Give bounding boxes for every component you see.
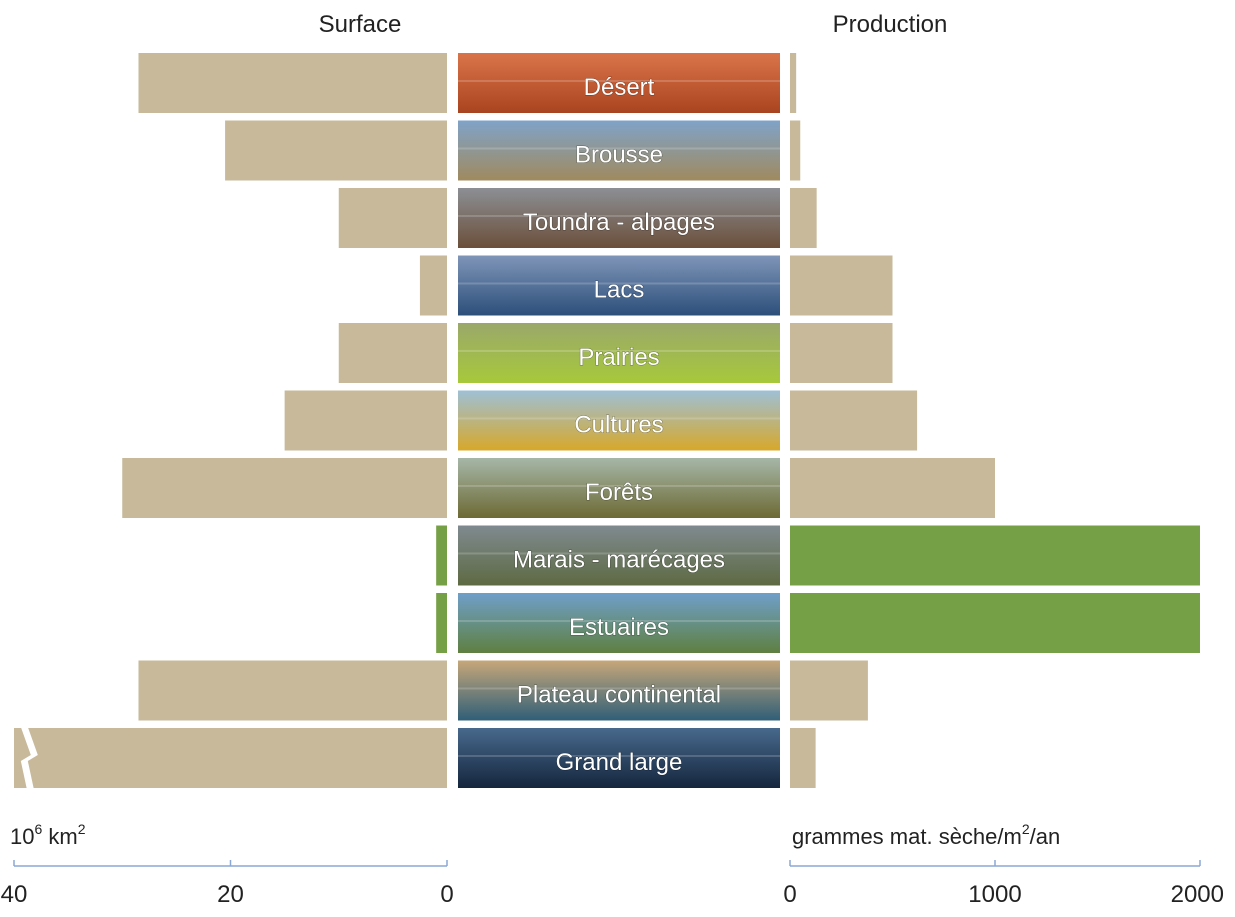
landscape-horizon-estuaires xyxy=(458,620,780,622)
surface-bar-grand-large xyxy=(14,728,447,788)
production-bar-toundra-alpages xyxy=(790,188,817,248)
production-tick-label: 0 xyxy=(783,881,796,908)
landscape-horizon-plateau-continental xyxy=(458,687,780,690)
production-bar-desert xyxy=(790,53,797,113)
landscape-image-estuaires xyxy=(458,593,780,653)
category-label: Brousse xyxy=(575,142,663,169)
category-label: Lacs xyxy=(594,277,645,304)
landscape-horizon-toundra-alpages xyxy=(458,215,780,217)
category-label: Estuaires xyxy=(569,614,669,641)
landscape-horizon-grand-large xyxy=(458,755,780,757)
production-bar-cultures xyxy=(790,390,918,451)
landscape-image-lacs xyxy=(458,255,780,316)
surface-bar-cultures xyxy=(284,390,447,451)
category-label: Marais - marécages xyxy=(513,547,725,574)
production-unit-label: grammes mat. sèche/m2/an xyxy=(792,821,1060,849)
production-bar-grand-large xyxy=(790,728,816,788)
landscape-image-brousse xyxy=(458,120,780,181)
production-bar-forets xyxy=(790,458,995,518)
landscape-image-forets xyxy=(458,458,780,518)
production-bar-brousse xyxy=(790,120,801,181)
production-title: Production xyxy=(833,11,948,38)
landscape-image-cultures xyxy=(458,390,780,451)
category-label: Toundra - alpages xyxy=(523,209,715,236)
production-tick-label: 2000 xyxy=(1171,881,1224,908)
landscape-horizon-prairies xyxy=(458,350,780,352)
category-label: Forêts xyxy=(585,479,653,506)
axis-break-mark xyxy=(20,727,38,789)
landscape-image-plateau-continental xyxy=(458,660,780,721)
landscape-image-prairies xyxy=(458,323,780,383)
production-bar-lacs xyxy=(790,255,893,316)
landscape-image-marais-marecages xyxy=(458,525,780,586)
landscape-image-desert xyxy=(458,53,780,113)
landscape-horizon-desert xyxy=(458,80,780,82)
surface-tick-label: 0 xyxy=(440,881,453,908)
production-bar-prairies xyxy=(790,323,893,383)
surface-title: Surface xyxy=(319,11,402,38)
surface-bar-estuaires xyxy=(436,593,447,653)
surface-bar-lacs xyxy=(419,255,447,316)
category-label: Grand large xyxy=(556,749,683,776)
surface-bar-prairies xyxy=(338,323,447,383)
surface-bar-toundra-alpages xyxy=(338,188,447,248)
production-bar-marais-marecages xyxy=(790,525,1200,586)
surface-bar-marais-marecages xyxy=(436,525,447,586)
category-label: Désert xyxy=(584,74,655,101)
production-bar-plateau-continental xyxy=(790,660,868,721)
surface-bar-plateau-continental xyxy=(138,660,448,721)
landscape-image-toundra-alpages xyxy=(458,188,780,248)
surface-bar-forets xyxy=(122,458,447,518)
landscape-horizon-brousse xyxy=(458,147,780,150)
landscape-horizon-lacs xyxy=(458,282,780,285)
category-label: Cultures xyxy=(574,412,663,439)
landscape-horizon-cultures xyxy=(458,417,780,420)
category-label: Plateau continental xyxy=(517,682,721,709)
production-tick-label: 1000 xyxy=(968,881,1021,908)
production-bar-estuaires xyxy=(790,593,1200,653)
surface-tick-label: 20 xyxy=(217,881,244,908)
landscape-horizon-marais-marecages xyxy=(458,552,780,555)
surface-unit-label: 106 km2 xyxy=(10,821,86,849)
landscape-horizon-forets xyxy=(458,485,780,487)
landscape-image-grand-large xyxy=(458,728,780,788)
surface-bar-desert xyxy=(138,53,448,113)
surface-tick-label: 40 xyxy=(1,881,28,908)
surface-bar-brousse xyxy=(225,120,447,181)
category-label: Prairies xyxy=(578,344,659,371)
